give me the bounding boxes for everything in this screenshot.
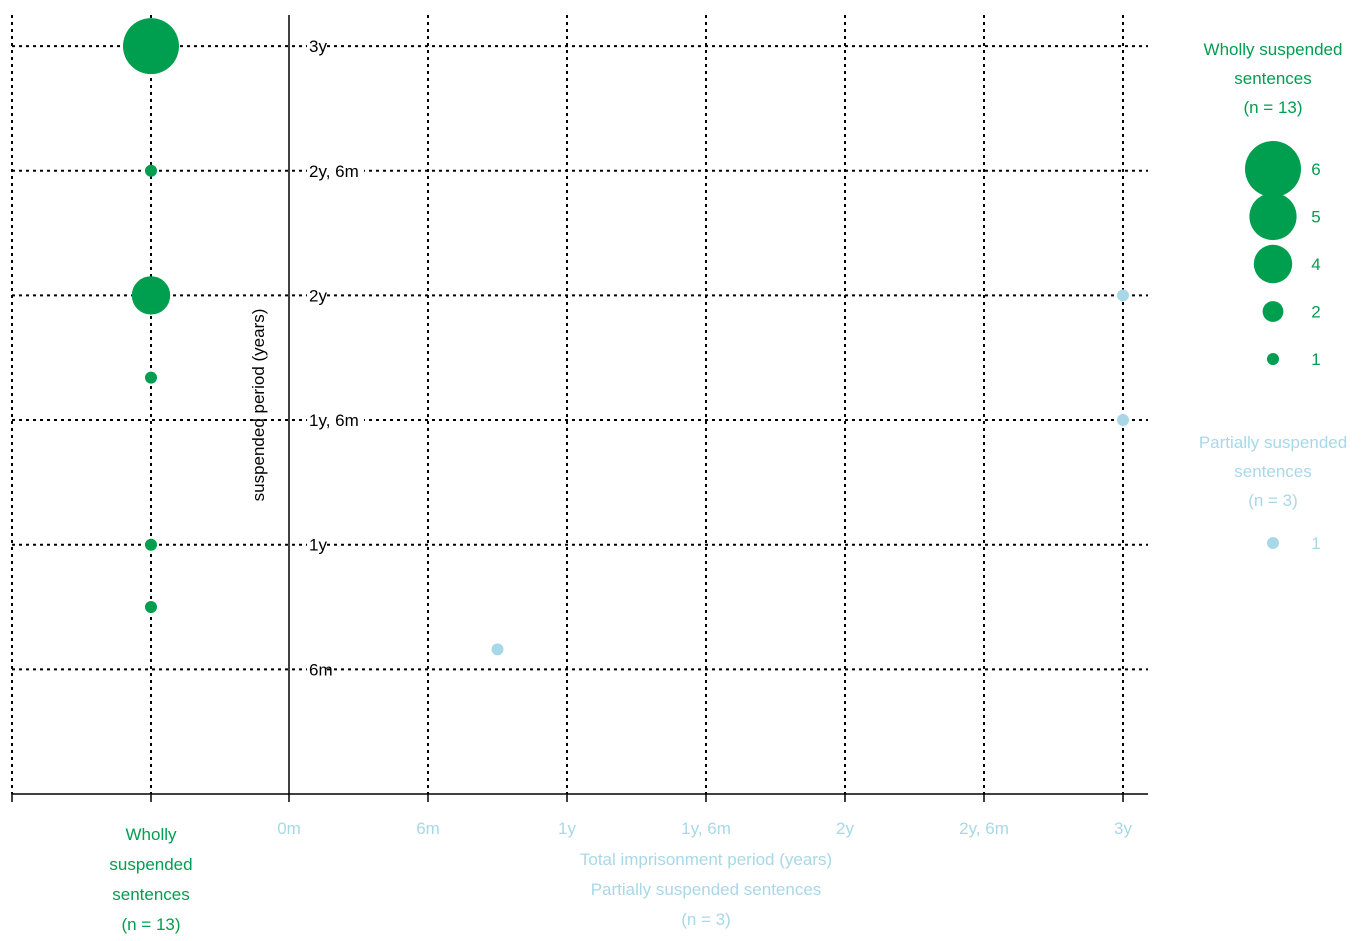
x-tick-label: 1y, 6m [681, 819, 731, 838]
y-tick-label: 2y, 6m [309, 162, 359, 181]
legend-title: sentences [1234, 462, 1312, 481]
data-point [123, 18, 179, 75]
legend-bubble-label: 4 [1311, 255, 1320, 274]
wholly-category-label: sentences [112, 885, 190, 904]
wholly-category-label: suspended [109, 855, 192, 874]
data-points [123, 18, 1129, 656]
labels: 6m 1y 1y, 6m 2y 2y, 6m 3y suspended period (ye… [109, 36, 1132, 934]
data-point [145, 371, 157, 384]
x-axis-caption: Partially suspended sentences [591, 880, 822, 899]
legend-bubble-label: 2 [1311, 303, 1320, 322]
x-axis-caption: (n = 3) [681, 910, 731, 929]
y-tick-label-background [307, 659, 326, 680]
x-axis-title: Total imprisonment period (years) [580, 850, 832, 869]
x-tick-label: 2y [836, 819, 854, 838]
x-tick-label: 3y [1114, 819, 1132, 838]
y-axis-title: suspended period (years) [249, 309, 268, 502]
x-tick-label: 2y, 6m [959, 819, 1009, 838]
legend-title: Wholly suspended [1204, 40, 1343, 59]
data-point [145, 164, 157, 177]
legend-bubble [1253, 244, 1293, 284]
legend-bubble [1262, 301, 1284, 322]
legend-bubble-label: 1 [1311, 534, 1320, 553]
legend-bubble-label: 1 [1311, 350, 1320, 369]
data-point [145, 538, 157, 551]
y-tick-label: 6m [309, 660, 333, 679]
y-tick-label: 2y [309, 286, 327, 305]
legend-title: Partially suspended [1199, 433, 1347, 452]
legend-bubble [1249, 192, 1297, 241]
x-tick-label: 1y [558, 819, 576, 838]
legend-bubble [1245, 141, 1301, 197]
legend-title: sentences [1234, 69, 1312, 88]
y-tick-label-background [307, 160, 364, 181]
axes [11, 15, 1148, 802]
wholly-category-label: (n = 13) [121, 915, 180, 934]
legend: Wholly suspended sentences (n = 13) 6 5 4 2 1 Pa… [1199, 40, 1347, 553]
legend-bubble-label: 6 [1311, 160, 1320, 179]
data-point [145, 601, 157, 614]
y-tick-label-background [307, 410, 364, 431]
legend-bubble-label: 5 [1311, 208, 1320, 227]
y-tick-label: 1y, 6m [309, 411, 359, 430]
x-tick-label: 0m [277, 819, 301, 838]
y-tick-label: 1y [309, 536, 327, 555]
data-point [131, 276, 171, 315]
data-point [1117, 289, 1129, 302]
y-tick-label: 3y [309, 37, 327, 56]
data-point [491, 643, 504, 656]
y-tick-label-background [307, 285, 326, 306]
grid [11, 15, 1148, 794]
y-tick-label-background [307, 534, 326, 555]
x-tick-label: 6m [416, 819, 440, 838]
legend-title: (n = 13) [1243, 98, 1302, 117]
wholly-category-label: Wholly [125, 825, 177, 844]
legend-bubble [1267, 353, 1279, 365]
legend-title: (n = 3) [1248, 491, 1298, 510]
data-point [1117, 414, 1129, 427]
y-tick-label-background [307, 36, 326, 57]
legend-bubble [1267, 537, 1279, 549]
